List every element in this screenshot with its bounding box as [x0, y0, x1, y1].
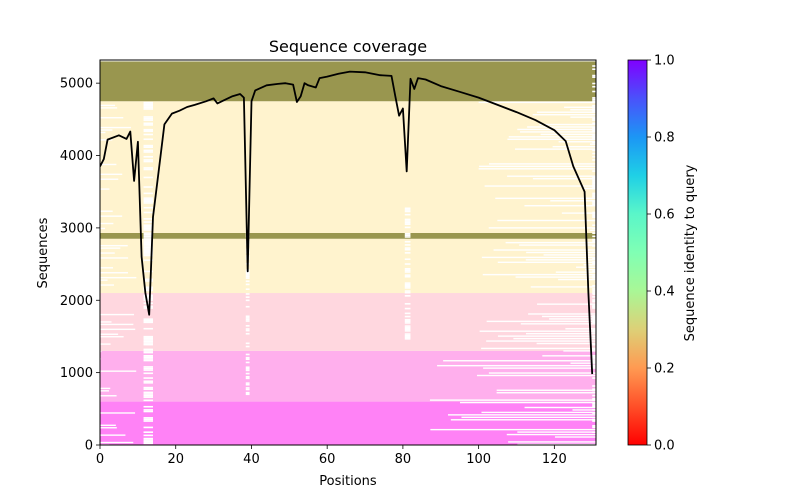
colorbar-ticks: 0.0 0.2 0.4 0.6 0.8 1.0: [647, 54, 675, 454]
x-axis-label: Positions: [319, 474, 377, 489]
x-tick-label: 120: [542, 452, 567, 467]
coverage-gaps: [100, 65, 596, 445]
y-axis-label: Sequences: [36, 217, 51, 288]
identity-band-5: [100, 101, 596, 233]
x-axis: 0 20 40 60 80 100 120: [96, 445, 567, 467]
plot-frame: [99, 59, 597, 446]
y-tick-label: 5000: [60, 77, 93, 92]
identity-band-4: [100, 232, 596, 239]
colorbar-tick-label: 0.6: [654, 208, 675, 223]
y-tick-label: 2000: [60, 294, 93, 309]
x-tick-label: 20: [167, 452, 184, 467]
identity-band-3: [100, 238, 596, 294]
y-tick-label: 3000: [60, 221, 93, 236]
identity-band-6: [100, 61, 596, 102]
y-axis: 0 1000 2000 3000 4000 5000: [60, 77, 100, 454]
x-tick-label: 0: [96, 452, 104, 467]
colorbar-tick-label: 0.8: [654, 131, 675, 146]
x-tick-label: 40: [243, 452, 260, 467]
identity-band-0: [100, 401, 596, 445]
x-tick-label: 100: [466, 452, 491, 467]
x-tick-label: 80: [395, 452, 412, 467]
colorbar-tick-label: 0.4: [654, 285, 675, 300]
coverage-line: [100, 70, 594, 375]
colorbar-tick-label: 0.2: [654, 362, 675, 377]
colorbar-tick-label: 1.0: [654, 54, 675, 69]
identity-band-1: [100, 350, 596, 402]
colorbar: [627, 59, 648, 446]
colorbar-label: Sequence identity to query: [683, 164, 698, 341]
y-tick-label: 0: [85, 439, 93, 454]
y-tick-label: 4000: [60, 149, 93, 164]
chart-title: Sequence coverage: [269, 37, 427, 56]
coverage-line-layer: [100, 70, 594, 375]
y-tick-label: 1000: [60, 366, 93, 381]
x-tick-label: 60: [319, 452, 336, 467]
colorbar-tick-label: 0.0: [654, 439, 675, 454]
heatmap-layer: [100, 61, 596, 445]
